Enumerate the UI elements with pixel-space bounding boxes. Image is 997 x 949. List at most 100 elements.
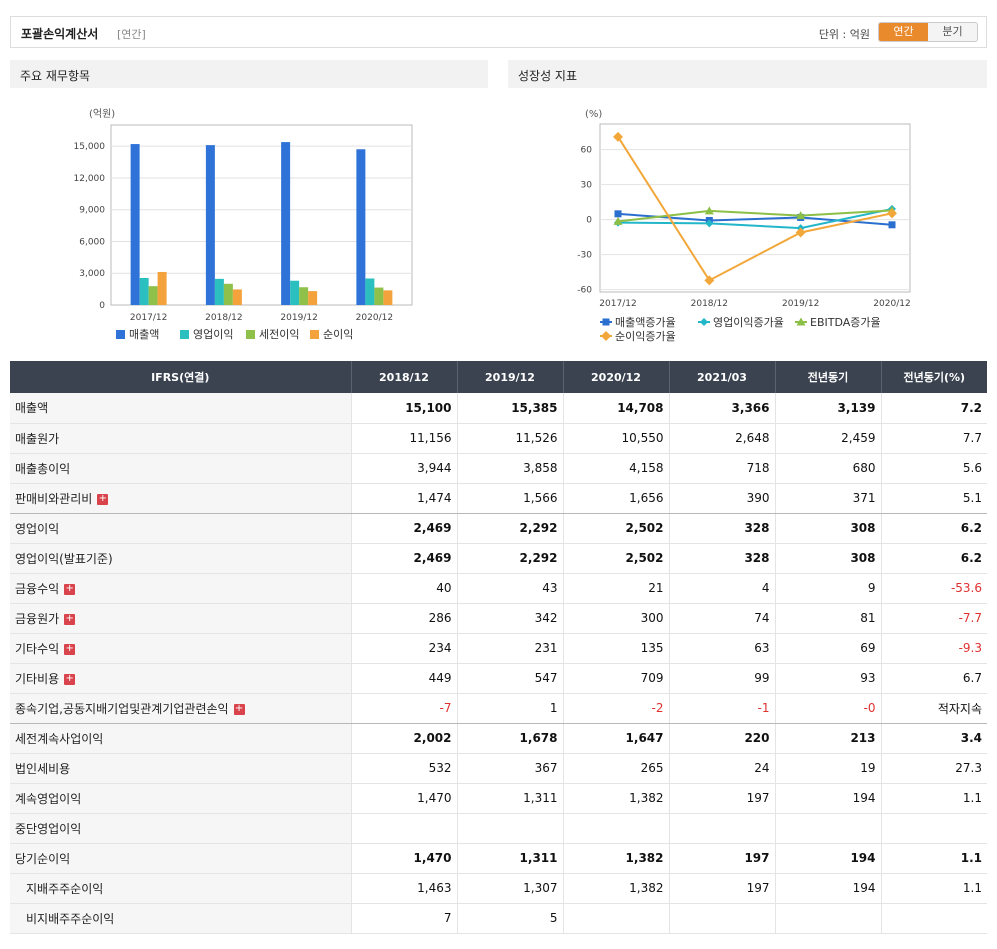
value-cell: 286	[350, 603, 457, 634]
row-label: 법인세비용	[15, 761, 71, 776]
value-cell: 300	[562, 603, 669, 634]
line-legend-label: 순이익증가율	[615, 330, 676, 343]
value-cell: 63	[668, 633, 775, 664]
value-cell: 9	[774, 573, 881, 604]
row-label: 종속기업,공동지배기업및관계기업관련손익	[15, 701, 229, 716]
table-row: 중단영업이익	[10, 813, 987, 844]
value-cell	[562, 903, 669, 934]
value-cell: 2,469	[350, 543, 457, 574]
value-cell: 6.7	[880, 663, 987, 694]
line-point-2-2	[796, 211, 806, 220]
value-cell: 3,858	[456, 453, 563, 484]
line-legend-marker	[602, 318, 610, 326]
value-cell: 342	[456, 603, 563, 634]
line-plot-area	[599, 123, 911, 293]
value-cell: 2,502	[562, 513, 669, 544]
bar-legend-swatch	[180, 330, 189, 339]
value-cell: 680	[774, 453, 881, 484]
line-point-3-1	[704, 275, 715, 286]
value-cell: 1,656	[562, 483, 669, 514]
bar-0-1	[205, 145, 215, 305]
row-label-cell: 계속영업이익	[10, 783, 351, 814]
bar-x-tick-label: 2020/12	[356, 313, 393, 323]
bar-y-tick-label: 12,000	[74, 174, 106, 184]
bar-x-tick-label: 2018/12	[205, 313, 242, 323]
line-point-2-1	[704, 206, 714, 215]
expand-plus-icon[interactable]: +	[64, 582, 76, 595]
annual-toggle-button[interactable]: 연간	[879, 23, 928, 41]
line-legend-label: 영업이익증가율	[713, 316, 784, 329]
line-y-tick-label: 30	[581, 181, 593, 191]
value-cell: 10,550	[562, 423, 669, 454]
statement-title: 포괄손익계산서	[21, 27, 99, 41]
bar-y-tick-label: 15,000	[74, 142, 106, 152]
period-toggle: 연간 분기	[878, 22, 978, 42]
quarter-toggle-button[interactable]: 분기	[928, 23, 977, 41]
row-label-cell: 영업이익(발표기준)	[10, 543, 351, 574]
row-label: 매출원가	[15, 431, 60, 446]
value-cell: 220	[668, 723, 775, 754]
bar-y-tick-label: 9,000	[79, 206, 105, 216]
unit-label: 단위 : 억원	[818, 28, 870, 41]
row-label-cell: 기타비용 +	[10, 663, 351, 694]
value-cell: 43	[456, 573, 563, 604]
expand-plus-icon[interactable]: +	[64, 612, 76, 625]
value-cell: 2,502	[562, 543, 669, 574]
value-cell: 3,366	[668, 393, 775, 424]
value-cell: 74	[668, 603, 775, 634]
value-cell: 197	[668, 783, 775, 814]
line-y-tick-label: 0	[586, 216, 592, 226]
bar-unit-label: (억원)	[89, 108, 115, 120]
row-label-cell: 매출액	[10, 393, 351, 424]
value-cell: 1,566	[456, 483, 563, 514]
value-cell: 69	[774, 633, 881, 664]
bar-0-2	[281, 142, 291, 305]
value-cell: 2,002	[350, 723, 457, 754]
line-legend-marker	[601, 331, 611, 341]
value-cell: 1,678	[456, 723, 563, 754]
bar-2-1	[223, 283, 233, 305]
value-cell: -7	[350, 693, 457, 724]
table-row: 판매비와관리비 +1,474 1,566 1,656 390 371 5.1	[10, 483, 987, 514]
table-row: 매출총이익 3,944 3,858 4,158 718 680 5.6	[10, 453, 987, 484]
expand-plus-icon[interactable]: +	[233, 702, 245, 715]
row-label-cell: 영업이익	[10, 513, 351, 544]
value-cell: 1	[456, 693, 563, 724]
bar-2-0	[148, 286, 158, 305]
value-cell: 1,463	[350, 873, 457, 904]
value-cell: 328	[668, 513, 775, 544]
value-cell	[774, 813, 881, 844]
line-series-1	[617, 207, 893, 230]
value-cell: 265	[562, 753, 669, 784]
table-row: 금융수익 +40 43 21 4 9 -53.6	[10, 573, 987, 604]
value-cell: 135	[562, 633, 669, 664]
row-label: 기타수익	[15, 641, 60, 656]
bar-y-tick-label: 0	[99, 301, 105, 311]
expand-plus-icon[interactable]: +	[97, 492, 109, 505]
value-cell: 709	[562, 663, 669, 694]
value-cell: 449	[350, 663, 457, 694]
value-cell	[562, 813, 669, 844]
value-cell: 11,156	[350, 423, 457, 454]
bar-x-tick-label: 2017/12	[130, 313, 167, 323]
value-cell: 1,382	[562, 843, 669, 874]
value-cell: 194	[774, 873, 881, 904]
row-label: 당기순이익	[15, 851, 71, 866]
statement-header: 포괄손익계산서 [연간] 단위 : 억원 연간 분기	[10, 16, 987, 48]
line-point-1-1	[705, 219, 714, 228]
line-point-3-3	[887, 208, 897, 219]
bar-legend-label: 매출액	[129, 328, 159, 341]
row-label: 금융수익	[15, 581, 60, 596]
row-label-cell: 매출총이익	[10, 453, 351, 484]
value-cell: 1.1	[880, 873, 987, 904]
line-legend-marker	[700, 318, 708, 326]
row-label: 영업이익	[15, 521, 60, 536]
table-row: 매출액 15,100 15,385 14,708 3,366 3,139 7.2	[10, 393, 987, 424]
expand-plus-icon[interactable]: +	[64, 642, 76, 655]
line-legend-marker	[796, 317, 806, 326]
table-row: 영업이익 2,469 2,292 2,502 328 308 6.2	[10, 513, 987, 544]
column-header: 2021/03	[668, 361, 775, 393]
expand-plus-icon[interactable]: +	[64, 672, 76, 685]
left-panel-header: 주요 재무항목	[10, 60, 488, 88]
bar-2-2	[299, 287, 309, 305]
